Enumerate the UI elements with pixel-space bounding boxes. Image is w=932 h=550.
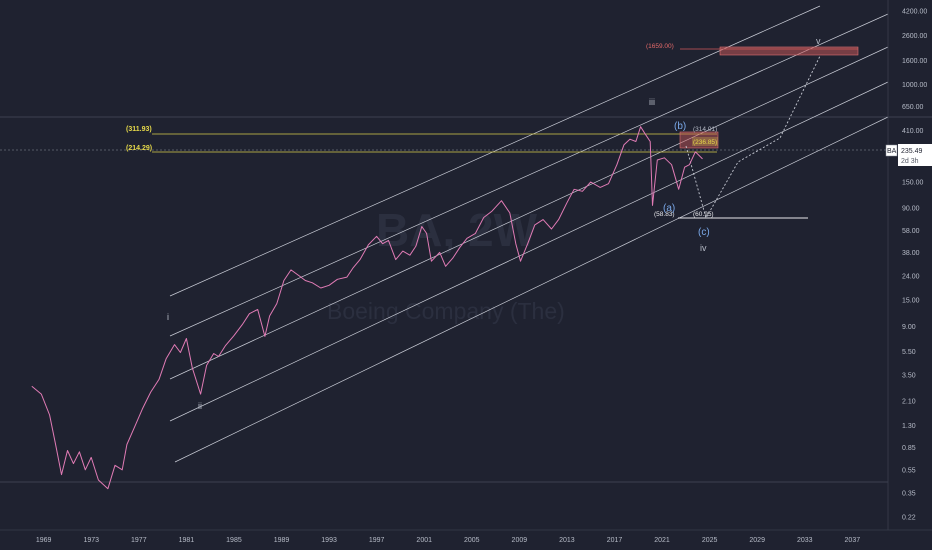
x-tick-label: 2021 [654,537,670,544]
channel-line-3 [169,46,889,380]
watermark-ticker: BA, 2W [376,204,538,256]
level-236-highlight [692,137,718,146]
resistance-zone [679,131,719,149]
y-tick-label: 650.00 [902,104,924,111]
wave-label-ii: ii [198,401,202,411]
price-tag-symbol: BA [887,148,897,155]
y-tick-label: 410.00 [902,128,924,135]
y-tick-label: 3.50 [902,372,916,379]
channel-line-2 [169,13,889,337]
y-tick-label: 150.00 [902,179,924,186]
y-tick-label: 4200.00 [902,8,927,15]
y-tick-label: 0.55 [902,467,916,474]
wave-label-c: (c) [698,227,710,238]
x-tick-label: 2037 [845,537,861,544]
x-tick-label: 2025 [702,537,718,544]
wave-label-iv: iv [700,243,707,253]
y-tick-label: 5.50 [902,349,916,356]
y-tick-labels: 4200.00 2600.00 1600.00 1000.00 650.00 410.00… [902,8,927,521]
x-tick-label: 2017 [607,537,623,544]
x-tick-label: 1993 [321,537,337,544]
y-tick-label: 1600.00 [902,58,927,65]
y-tick-label: 15.00 [902,298,920,305]
low-label-5883: (58.83) [654,211,675,218]
x-tick-label: 1981 [179,537,195,544]
low-label-6095: (60.95) [693,211,714,218]
y-tick-label: 38.00 [902,250,920,257]
projected-path [685,55,821,220]
channel-line-1 [169,5,821,297]
fib-label-311: (311.93) [126,126,152,133]
channel-lines [169,5,889,463]
y-tick-label: 24.00 [902,273,920,280]
x-tick-label: 2033 [797,537,813,544]
y-tick-label: 58.00 [902,228,920,235]
y-tick-label: 2.10 [902,398,916,405]
price-tag-countdown: 2d 3h [901,158,919,165]
y-tick-label: 0.22 [902,514,916,521]
series-layer [31,126,703,490]
y-tick-label: 1.30 [902,423,916,430]
x-tick-label: 1989 [274,537,290,544]
price-tag-symbol-box [885,144,898,157]
level-label-314: (314.01) [693,126,717,133]
x-tick-label: 1977 [131,537,147,544]
target-zone [719,46,859,56]
y-tick-label: 0.35 [902,490,916,497]
x-tick-label: 1969 [36,537,52,544]
target-label: (1659.00) [646,43,674,50]
price-tag-value: 235.49 [901,148,923,155]
x-tick-labels: 1969 1973 1977 1981 1985 1989 1993 1997 2001 2005… [36,537,860,544]
x-tick-label: 2029 [749,537,765,544]
wave-label-i: i [167,312,169,322]
level-label-236: (236.85) [693,139,717,146]
x-tick-label: 2001 [416,537,432,544]
y-tick-label: 0.85 [902,445,916,452]
channel-line-5 [174,116,889,463]
y-tick-label: 2600.00 [902,33,927,40]
y-tick-label: 9.00 [902,324,916,331]
watermark-company: Boeing Company (The) [327,298,565,324]
x-tick-label: 2009 [512,537,528,544]
x-tick-label: 1985 [226,537,242,544]
x-tick-label: 2013 [559,537,575,544]
series-line [31,126,703,490]
channel-line-4 [169,81,889,422]
x-tick-label: 1997 [369,537,385,544]
wave-label-a: (a) [663,203,675,214]
x-tick-label: 2005 [464,537,480,544]
price-tag-box [898,144,932,166]
wave-label-iii: iii [649,97,655,107]
y-tick-label: 90.00 [902,206,920,213]
price-tag: BA 235.49 2d 3h [885,144,932,166]
y-tick-label: 1000.00 [902,82,927,89]
fib-label-214: (214.29) [126,145,152,152]
x-tick-label: 1973 [83,537,99,544]
wave-label-v: v [816,36,821,46]
wave-label-b: (b) [674,121,686,132]
